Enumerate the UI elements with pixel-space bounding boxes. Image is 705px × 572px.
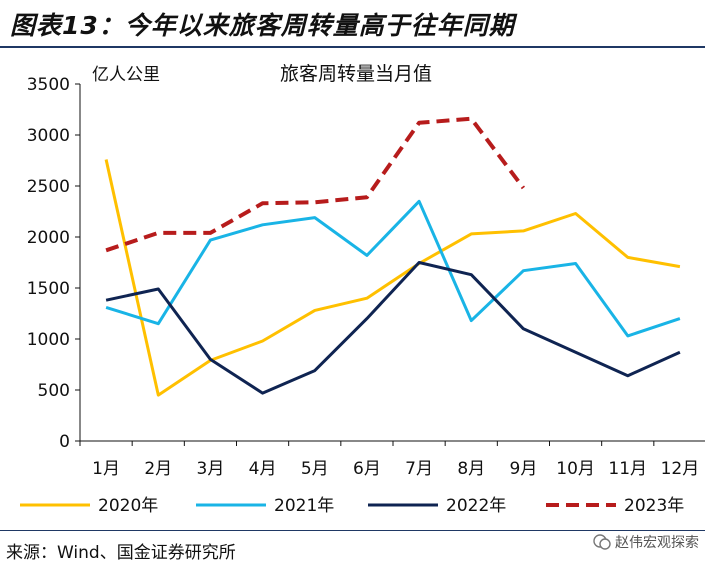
figure-title: 图表13：今年以来旅客周转量高于往年同期 xyxy=(10,11,515,40)
y-axis-unit-label: 亿人公里 xyxy=(92,65,160,85)
legend-label: 2022年 xyxy=(446,496,506,516)
x-tick-label: 3月 xyxy=(197,459,225,479)
title-divider xyxy=(0,46,705,48)
legend-label: 2021年 xyxy=(274,496,334,516)
chart-title: 旅客周转量当月值 xyxy=(280,63,432,85)
x-tick-label: 9月 xyxy=(510,459,538,479)
x-tick-label: 5月 xyxy=(301,459,329,479)
y-tick-label: 2500 xyxy=(27,177,70,197)
x-tick-label: 6月 xyxy=(353,459,381,479)
x-tick-label: 11月 xyxy=(608,459,647,479)
watermark-text: 赵伟宏观探索 xyxy=(615,535,699,551)
chart-axes: 0 500 1000 1500 2000 2500 3000 3500 1月 2月 3月 4月 5月 6月… xyxy=(27,75,705,479)
y-tick-label: 1000 xyxy=(27,330,70,350)
footer-divider xyxy=(0,530,705,531)
legend-label: 2020年 xyxy=(98,496,158,516)
line-chart: 亿人公里 旅客周转量当月值 0 500 1000 1500 2000 2500 3000 35… xyxy=(20,63,705,516)
y-tick-label: 0 xyxy=(59,432,70,452)
x-tick-label: 2月 xyxy=(144,459,172,479)
y-tick-label: 1500 xyxy=(27,279,70,299)
wechat-icon xyxy=(593,534,611,550)
x-tick-label: 12月 xyxy=(661,459,700,479)
legend-label: 2023年 xyxy=(624,496,684,516)
x-tick-label: 4月 xyxy=(249,459,277,479)
source-note: 来源：Wind、国金证券研究所 xyxy=(6,543,236,563)
x-tick-label: 7月 xyxy=(405,459,433,479)
series-line-2022年 xyxy=(105,261,681,395)
x-tick-label: 10月 xyxy=(556,459,595,479)
x-tick-label: 1月 xyxy=(92,459,120,479)
series-line-2021年 xyxy=(105,199,681,338)
legend: 2020年 2021年 2022年 2023年 xyxy=(20,496,684,516)
y-tick-label: 2000 xyxy=(27,228,70,248)
series-line-2023年 xyxy=(105,116,525,253)
y-tick-label: 500 xyxy=(38,381,70,401)
y-tick-label: 3500 xyxy=(27,75,70,95)
series-line-2020年 xyxy=(104,159,681,397)
series-lines xyxy=(104,116,681,397)
x-tick-label: 8月 xyxy=(457,459,485,479)
watermark: 赵伟宏观探索 xyxy=(593,532,699,552)
y-tick-label: 3000 xyxy=(27,126,70,146)
